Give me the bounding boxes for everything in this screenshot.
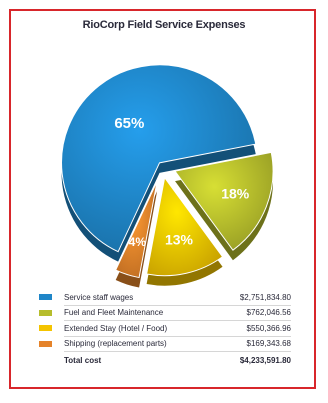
pie-slice [174, 151, 274, 251]
legend-swatch [39, 325, 52, 332]
legend-label: Extended Stay (Hotel / Food) [64, 323, 168, 333]
legend-swatch [39, 340, 52, 347]
total-value: $4,233,591.80 [239, 356, 291, 365]
legend-item: Fuel and Fleet Maintenance $762,046.56 [39, 306, 291, 321]
legend-divider [64, 335, 291, 337]
legend-swatch [39, 294, 52, 301]
legend-divider [64, 320, 291, 321]
pie-slice [115, 181, 158, 279]
legend-label: Shipping (replacement parts) [64, 339, 167, 349]
pie-slice-label: 4% [129, 235, 147, 249]
total-label: Total cost [64, 356, 102, 365]
pie-chart: 65% 18% 13% 4% [34, 38, 294, 288]
legend-swatch [39, 309, 52, 316]
legend-value: $2,751,834.80 [239, 292, 291, 302]
legend-item: Service staff wages $2,751,834.80 [39, 290, 291, 305]
legend-value: $762,046.56 [246, 308, 292, 318]
legend-value: $550,366.96 [246, 323, 292, 333]
pie-slice [61, 64, 257, 253]
legend-label: Fuel and Fleet Maintenance [64, 308, 164, 318]
legend-total-row: Total cost $4,233,591.80 [39, 352, 291, 369]
legend-divider [64, 304, 291, 306]
legend-label: Service staff wages [64, 292, 134, 302]
legend: Service staff wages $2,751,834.80 Fuel and… [39, 290, 291, 369]
pie-slice-label: 13% [165, 231, 194, 247]
pie-slice-label: 65% [114, 115, 144, 132]
legend-value: $169,343.68 [246, 339, 292, 349]
pie-slice-label: 18% [221, 185, 250, 201]
legend-item: Extended Stay (Hotel / Food) $550,366.96 [39, 321, 291, 336]
legend-divider [64, 351, 291, 352]
legend-item: Shipping (replacement parts) $169,343.68 [39, 337, 291, 352]
chart-title: RioCorp Field Service Expenses [82, 19, 246, 31]
pie-slice [146, 176, 224, 277]
pie-svg: 65% 18% 13% 4% [61, 64, 274, 288]
